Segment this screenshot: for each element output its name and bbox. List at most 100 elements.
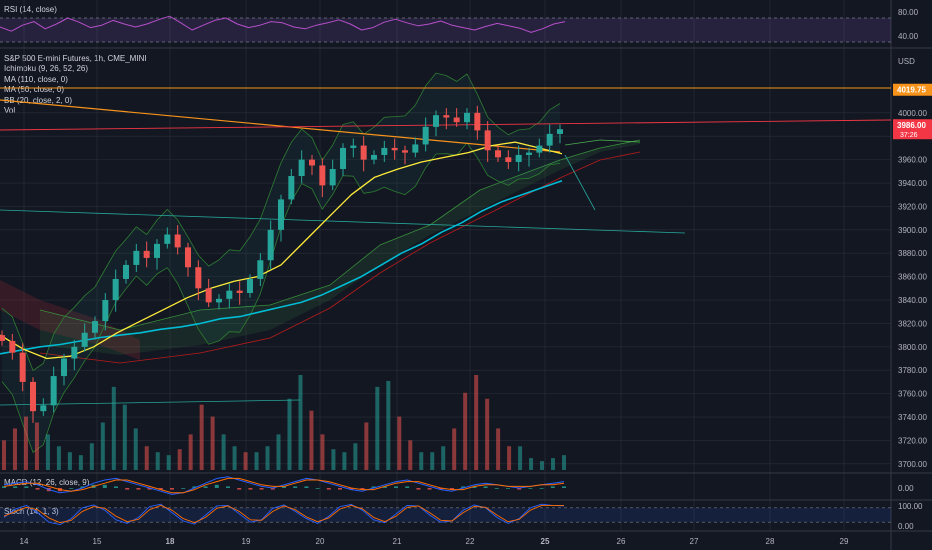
ichimoku-span-b bbox=[39, 151, 641, 364]
macd-histogram-bar bbox=[35, 488, 40, 490]
price-label-box bbox=[893, 119, 932, 140]
ma110-line bbox=[0, 179, 563, 355]
volume-bar bbox=[419, 452, 424, 470]
candle-body bbox=[133, 250, 140, 265]
macd-histogram-bar bbox=[136, 488, 141, 490]
trendline-teal-low bbox=[0, 399, 301, 406]
time-tick-label: 19 bbox=[242, 537, 251, 546]
macd-histogram-bar bbox=[517, 488, 522, 490]
macd-histogram-bar bbox=[102, 484, 107, 488]
candle-body bbox=[298, 159, 305, 177]
macd-histogram-bar bbox=[438, 488, 443, 490]
candle-body bbox=[9, 340, 16, 353]
macd-histogram-bar bbox=[539, 488, 544, 489]
volume-bar bbox=[540, 461, 545, 470]
macd-histogram-bar bbox=[562, 486, 566, 488]
macd-histogram-bar bbox=[326, 488, 331, 490]
volume-bar bbox=[331, 449, 336, 470]
time-tick-label: 28 bbox=[766, 537, 775, 546]
volume-bar bbox=[265, 446, 270, 470]
volume-bar bbox=[408, 440, 413, 470]
volume-bar bbox=[2, 440, 6, 470]
price-tick-label: 3940.00 bbox=[898, 179, 927, 188]
price-tick-label: 3720.00 bbox=[898, 436, 927, 445]
time-tick-label: 26 bbox=[617, 537, 626, 546]
volume-bar bbox=[309, 410, 314, 470]
macd-histogram-bar bbox=[494, 488, 499, 489]
volume-bar bbox=[551, 458, 556, 470]
macd-histogram-bar bbox=[483, 486, 488, 488]
macd-histogram-bar bbox=[550, 486, 555, 488]
macd-histogram-bar bbox=[416, 488, 421, 490]
volume-bar bbox=[56, 446, 61, 470]
volume-bar bbox=[144, 446, 149, 470]
candle-body bbox=[267, 229, 274, 261]
candle-body bbox=[195, 267, 202, 289]
rsi-line-0 bbox=[0, 15, 566, 33]
candle-body bbox=[102, 300, 109, 322]
price-tick-label: 3740.00 bbox=[898, 413, 927, 422]
rsi-pane[interactable]: RSI (14, close) bbox=[0, 0, 932, 48]
macd-histogram-bar bbox=[427, 488, 432, 490]
macd-histogram-bar bbox=[293, 486, 298, 488]
price-tick-label: 3840.00 bbox=[898, 296, 927, 305]
candle-body bbox=[143, 250, 150, 258]
volume-bar bbox=[111, 386, 116, 470]
ma50-legend[interactable]: MA (50, close, 0) bbox=[4, 85, 65, 95]
candle-body bbox=[216, 298, 222, 303]
candle-body bbox=[329, 168, 336, 186]
price-label-text: 3986.00 bbox=[897, 121, 926, 130]
candle-body bbox=[319, 165, 326, 186]
ichimoku-lead-projection bbox=[564, 139, 641, 146]
candle-body bbox=[350, 145, 357, 148]
macd-tick-label: 0.00 bbox=[898, 484, 914, 493]
symbol-title[interactable]: S&P 500 E-mini Futures, 1h, CME_MINI bbox=[4, 54, 147, 63]
volume-bar bbox=[166, 455, 171, 470]
price-tick-label: 3800.00 bbox=[898, 343, 927, 352]
time-tick-label: 20 bbox=[316, 537, 325, 546]
rsi-legend[interactable]: RSI (14, close) bbox=[4, 5, 57, 14]
volume-bar bbox=[463, 392, 468, 470]
volume-bar bbox=[353, 443, 358, 470]
volume-bar bbox=[100, 422, 105, 470]
macd-histogram-bar bbox=[360, 488, 365, 490]
candle-body bbox=[412, 144, 419, 153]
macd-legend[interactable]: MACD (12, 26, close, 9) bbox=[4, 478, 90, 487]
rsi-band-fill bbox=[0, 18, 891, 42]
macd-histogram-bar bbox=[192, 486, 197, 488]
price-tick-label: 3960.00 bbox=[898, 156, 927, 165]
candle-body bbox=[81, 332, 88, 347]
ichimoku-legend[interactable]: Ichimoku (9, 26, 52, 26) bbox=[4, 64, 89, 74]
price-label-box bbox=[893, 83, 932, 96]
macd-histogram-bar bbox=[13, 486, 18, 488]
stoch-line-1 bbox=[3, 504, 564, 524]
ma110-legend[interactable]: MA (110, close, 0) bbox=[4, 74, 68, 84]
macd-histogram-bar bbox=[506, 488, 510, 489]
volume-bar bbox=[375, 386, 380, 470]
rsi-tick-label-0: 80.00 bbox=[898, 8, 919, 17]
volume-bar bbox=[507, 446, 512, 470]
price-label-text: 4019.75 bbox=[897, 86, 926, 95]
macd-histogram-bar bbox=[349, 488, 354, 490]
candle-body bbox=[154, 243, 160, 258]
time-tick-label: 25 bbox=[541, 537, 550, 546]
ichimoku-cloud-green bbox=[40, 140, 640, 355]
time-tick-label: 18 bbox=[166, 537, 175, 546]
vol-legend[interactable]: Vol bbox=[4, 106, 16, 116]
price-layer bbox=[0, 72, 892, 470]
macd-histogram-bar bbox=[147, 488, 152, 490]
macd-histogram-bar bbox=[528, 488, 533, 489]
macd-histogram-bar bbox=[69, 488, 74, 489]
time-tick-label: 21 bbox=[393, 537, 402, 546]
bb-legend[interactable]: BB (20, close, 2, 0) bbox=[4, 95, 73, 105]
candle-body bbox=[381, 147, 388, 155]
volume-bar bbox=[298, 375, 303, 470]
price-tick-label: 4000.00 bbox=[898, 109, 927, 118]
stoch-legend[interactable]: Stoch (14, 1, 3) bbox=[4, 507, 59, 516]
candle-body bbox=[278, 199, 284, 230]
macd-histogram-bar bbox=[237, 488, 242, 490]
axis-layer: 4000.003980.003960.003940.003920.003900.… bbox=[20, 83, 932, 546]
stoch-tick-label: 100.00 bbox=[898, 502, 923, 511]
volume-bar bbox=[562, 455, 566, 470]
